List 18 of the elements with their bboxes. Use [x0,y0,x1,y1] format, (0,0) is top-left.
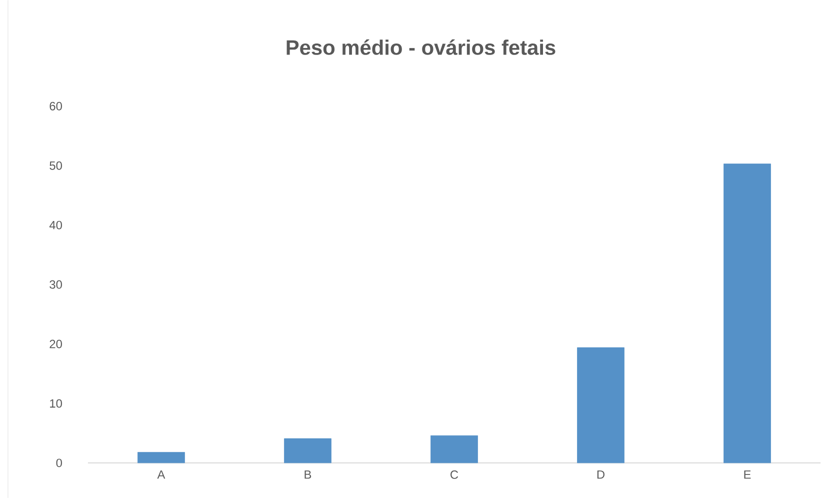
x-tick-label: B [304,470,312,479]
y-tick-label: 40 [49,220,62,230]
bar [138,452,185,464]
y-tick-label: 10 [50,399,62,408]
bar [724,164,771,464]
chart-title: Peso médio - ovários fetais [286,39,556,55]
x-tick-label: E [744,470,751,479]
y-tick-label: 60 [50,102,62,110]
bar [430,435,478,464]
y-tick-label: 30 [50,280,62,289]
bar [577,347,624,464]
x-tick-label: A [157,470,166,479]
y-tick-label: 20 [50,340,62,348]
y-tick-label: 50 [50,161,62,170]
x-tick-label: D [597,470,604,479]
y-tick-label: 0 [56,458,62,468]
x-tick-label: C [450,470,458,479]
bar [284,438,332,464]
